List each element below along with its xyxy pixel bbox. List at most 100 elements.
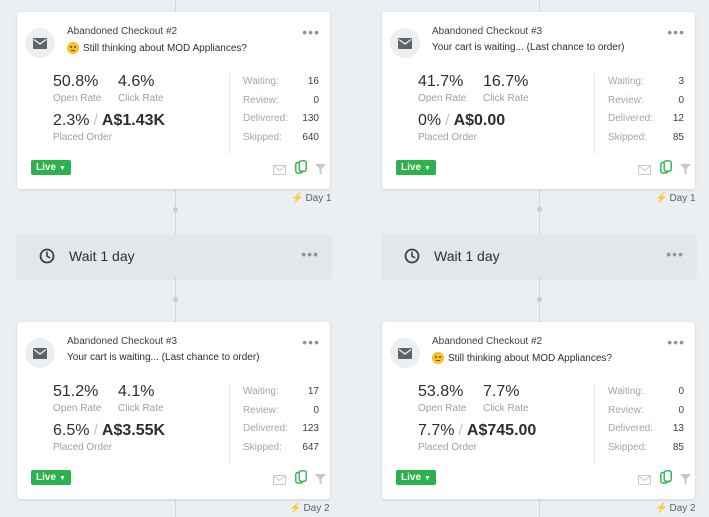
duplicate-icon[interactable] <box>660 160 672 179</box>
status-dropdown[interactable]: Live ▼ <box>31 470 71 485</box>
day-marker: ⚡ Day 1 <box>291 193 332 204</box>
stat-value: 85 <box>672 441 684 453</box>
ellipsis-icon[interactable]: ••• <box>302 334 320 350</box>
status-dropdown[interactable]: Live ▼ <box>396 470 436 485</box>
email-preview-icon[interactable] <box>638 472 651 490</box>
wait-step[interactable]: Wait 1 day ••• <box>382 234 696 278</box>
placed-order-label: Placed Order <box>53 132 112 143</box>
stat-row: Delivered: 13 <box>608 423 684 442</box>
email-card[interactable]: Abandoned Checkout #3 Your cart is waiti… <box>17 322 330 499</box>
day-marker: ⚡ Day 2 <box>289 503 330 514</box>
ellipsis-icon[interactable]: ••• <box>301 246 319 262</box>
email-subject: Your cart is waiting... (Last chance to … <box>432 42 625 53</box>
placed-order-pct: 7.7% <box>418 422 455 439</box>
open-rate: 51.2% Open Rate <box>53 383 101 414</box>
stat-label: Delivered: <box>243 113 289 124</box>
email-card[interactable]: Abandoned Checkout #2 Still thinking abo… <box>382 322 695 499</box>
email-preview-icon[interactable] <box>273 472 286 490</box>
ellipsis-icon[interactable]: ••• <box>667 334 685 350</box>
envelope-icon <box>390 338 420 368</box>
open-rate-label: Open Rate <box>53 403 102 414</box>
duplicate-icon[interactable] <box>660 470 672 489</box>
envelope-icon <box>25 28 55 58</box>
wait-step[interactable]: Wait 1 day ••• <box>17 234 331 278</box>
wait-label: Wait 1 day <box>69 248 135 264</box>
email-preview-icon[interactable] <box>273 162 286 180</box>
stat-row: Review: 0 <box>608 405 684 424</box>
email-card[interactable]: Abandoned Checkout #2 Still thinking abo… <box>17 12 330 189</box>
stat-value: 647 <box>302 441 319 453</box>
separator: / <box>458 422 463 439</box>
stat-row: Delivered: 12 <box>608 113 684 132</box>
status-label: Live <box>401 472 422 483</box>
stat-value: 17 <box>307 386 319 397</box>
connector-dot <box>173 207 178 212</box>
stat-value: 85 <box>672 131 684 143</box>
stat-value: 16 <box>307 76 319 87</box>
email-preview-icon[interactable] <box>638 162 651 180</box>
lightning-icon: ⚡ <box>289 503 302 514</box>
stat-row: Delivered: 130 <box>243 113 319 132</box>
open-rate-value: 50.8% <box>53 73 99 90</box>
stat-label: Waiting: <box>243 386 279 397</box>
email-title: Abandoned Checkout #3 <box>432 26 543 37</box>
stat-label: Waiting: <box>243 76 279 87</box>
envelope-icon <box>390 28 420 58</box>
status-dropdown[interactable]: Live ▼ <box>396 160 436 175</box>
duplicate-icon[interactable] <box>295 160 307 179</box>
stat-value: 0 <box>678 94 684 106</box>
stat-value: 0 <box>678 404 684 416</box>
stat-label: Skipped: <box>243 131 282 143</box>
ellipsis-icon[interactable]: ••• <box>667 24 685 40</box>
separator: / <box>93 422 98 439</box>
funnel-icon[interactable] <box>680 162 691 180</box>
stat-label: Review: <box>608 404 644 416</box>
placed-order-label: Placed Order <box>418 132 477 143</box>
stat-value: 130 <box>302 113 319 124</box>
stat-value: 3 <box>678 76 684 87</box>
click-rate-label: Click Rate <box>118 403 164 414</box>
divider <box>229 74 230 154</box>
email-title: Abandoned Checkout #2 <box>432 336 543 347</box>
placed-order-pct: 6.5% <box>53 422 90 439</box>
open-rate-value: 41.7% <box>418 73 464 90</box>
placed-order-value: A$1.43K <box>101 112 166 129</box>
status-dropdown[interactable]: Live ▼ <box>31 160 71 175</box>
email-card[interactable]: Abandoned Checkout #3 Your cart is waiti… <box>382 12 695 189</box>
stat-label: Review: <box>608 94 644 106</box>
stat-value: 13 <box>672 423 684 434</box>
email-subject-text: Still thinking about MOD Appliances? <box>448 352 612 364</box>
divider <box>594 384 595 464</box>
stat-value: 640 <box>302 131 319 143</box>
funnel-icon[interactable] <box>315 472 326 490</box>
placed-order-value: A$0.00 <box>453 112 506 129</box>
stat-label: Delivered: <box>608 113 654 124</box>
stat-row: Skipped: 647 <box>243 442 319 461</box>
stat-label: Delivered: <box>608 423 654 434</box>
email-subject: Still thinking about MOD Appliances? <box>432 352 612 364</box>
separator: / <box>93 112 98 129</box>
lightning-icon: ⚡ <box>655 503 668 514</box>
stat-row: Waiting: 16 <box>243 76 319 95</box>
ellipsis-icon[interactable]: ••• <box>666 246 684 262</box>
stat-row: Review: 0 <box>608 95 684 114</box>
click-rate-value: 4.6% <box>118 73 155 90</box>
stat-row: Skipped: 640 <box>243 132 319 151</box>
stat-label: Waiting: <box>608 386 644 397</box>
open-rate-label: Open Rate <box>53 93 102 104</box>
placed-order: 6.5% / A$3.55K Placed Order <box>53 422 165 453</box>
day-marker: ⚡ Day 2 <box>655 503 696 514</box>
lightning-icon: ⚡ <box>655 193 668 204</box>
funnel-icon[interactable] <box>680 472 691 490</box>
caret-down-icon: ▼ <box>424 475 431 482</box>
duplicate-icon[interactable] <box>295 470 307 489</box>
ellipsis-icon[interactable]: ••• <box>302 24 320 40</box>
email-subject: Still thinking about MOD Appliances? <box>67 42 247 54</box>
delivery-stats: Waiting: 17 Review: 0 Delivered: 123 Skipped: 6… <box>243 386 319 460</box>
funnel-icon[interactable] <box>315 162 326 180</box>
stat-row: Skipped: 85 <box>608 442 684 461</box>
placed-order-value: A$745.00 <box>466 422 537 439</box>
stat-row: Waiting: 3 <box>608 76 684 95</box>
stat-label: Skipped: <box>608 441 647 453</box>
stat-row: Waiting: 0 <box>608 386 684 405</box>
